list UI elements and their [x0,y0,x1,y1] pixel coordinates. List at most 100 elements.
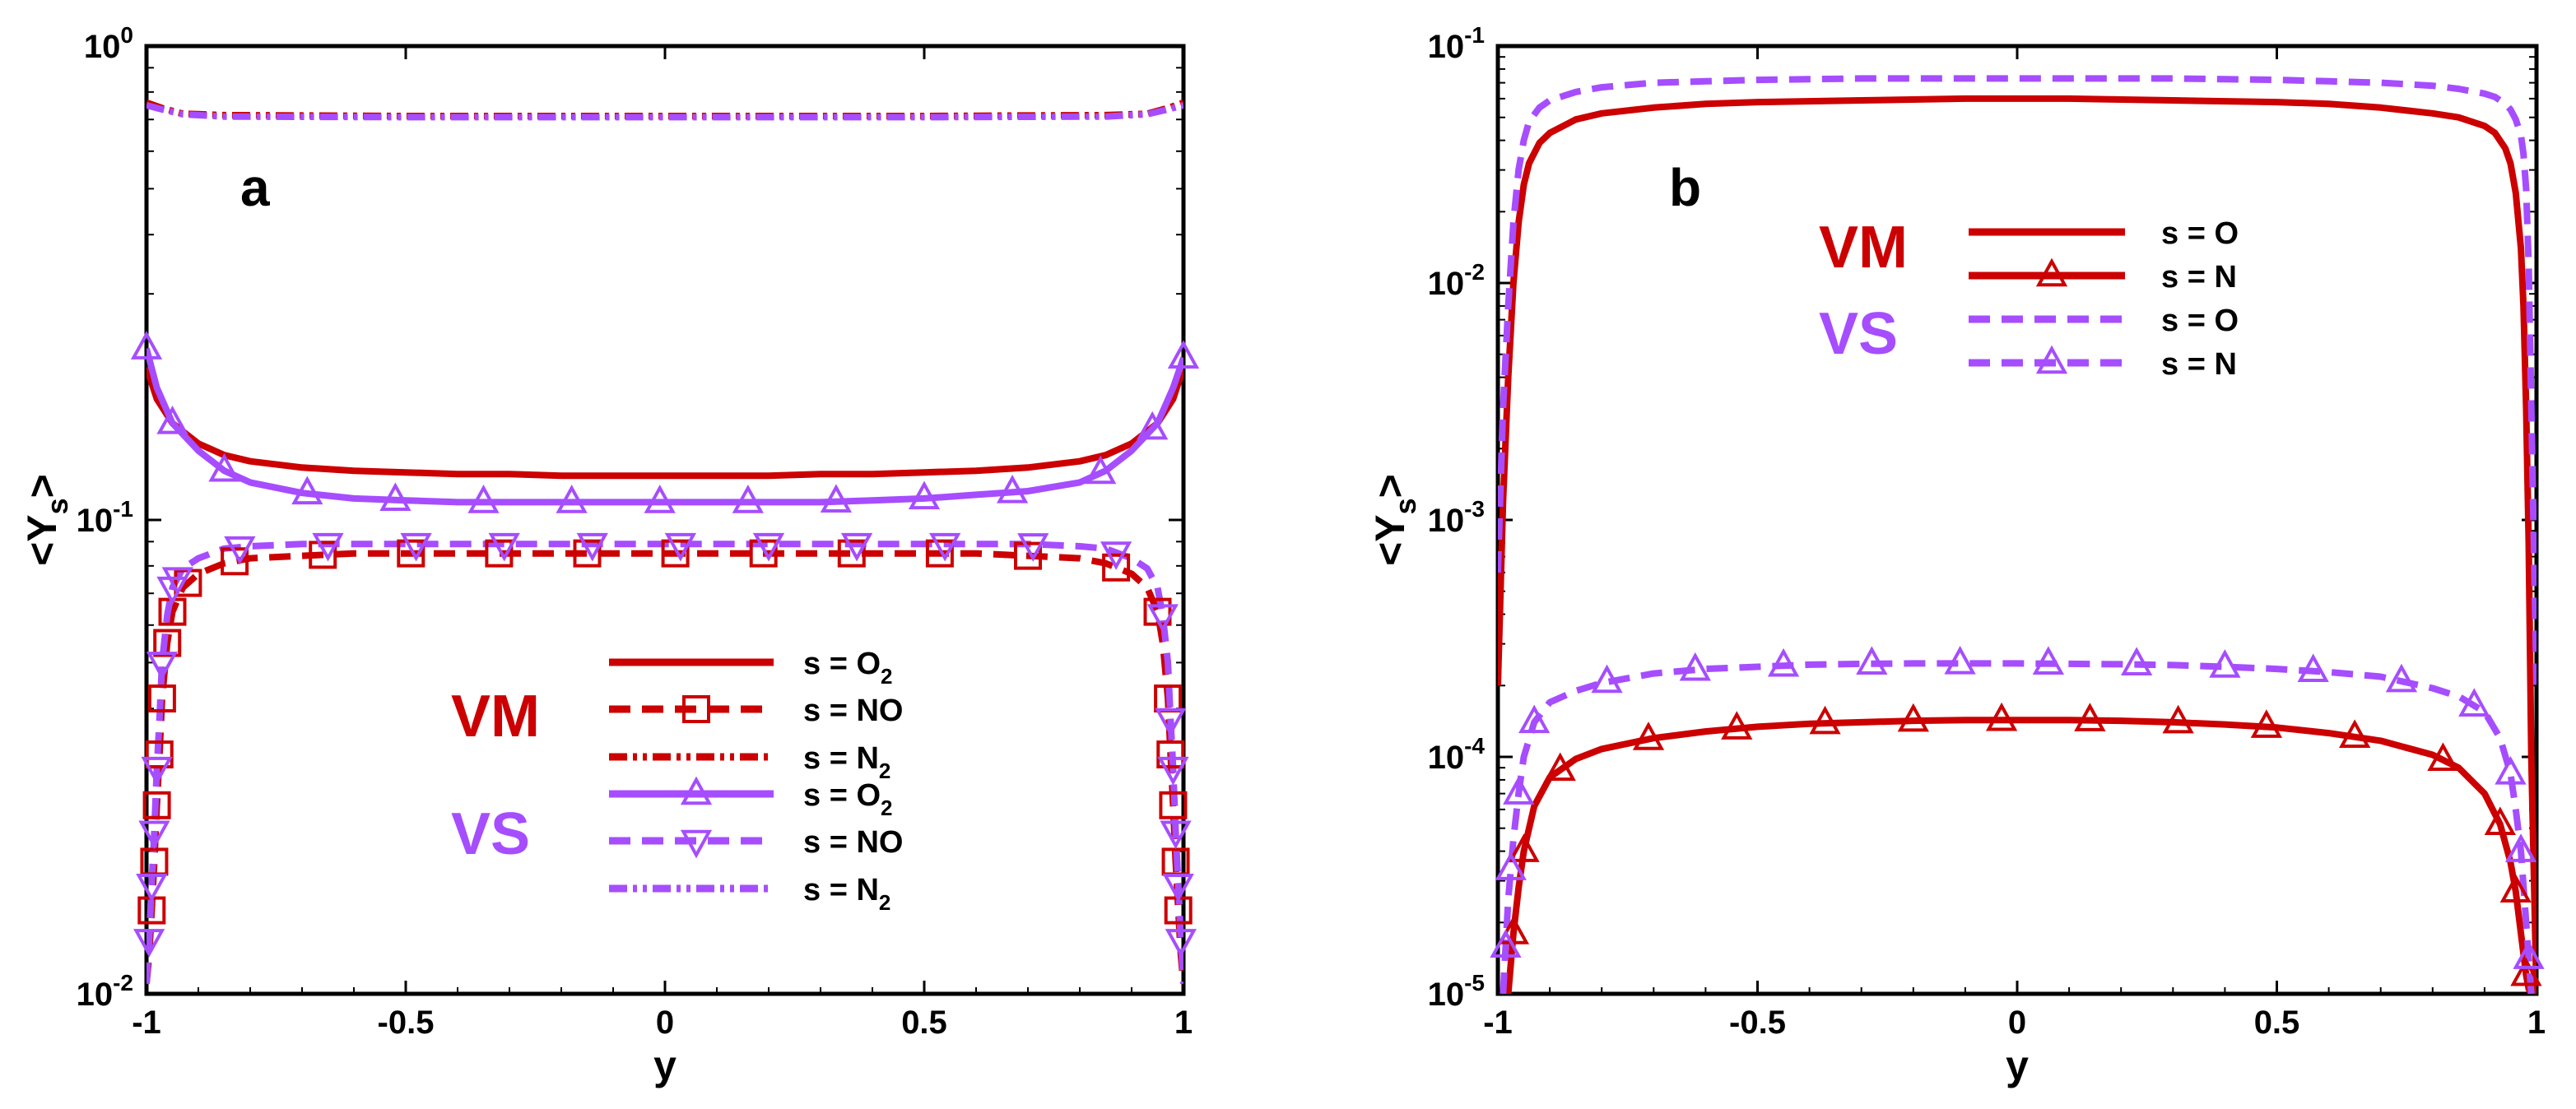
data-marker-b-1 [2162,704,2194,734]
data-marker-b-1 [1721,711,1753,740]
data-marker-b-1 [2510,957,2542,986]
data-marker-b-3 [1518,704,1551,734]
data-marker-b-3 [2209,649,2241,678]
data-marker-a-4 [133,929,165,958]
data-marker-b-1 [1632,722,1665,750]
legend-label-b-0: s = O [2161,216,2239,251]
series-line-b-vm-1 [1504,717,2535,994]
legend-group-label-vm-a: VM [451,684,540,749]
legend-marker-a-3 [680,776,713,805]
y-tick-label: 10-1 [1428,22,1485,65]
data-marker-a-4 [146,652,179,680]
data-marker-a-3 [644,485,676,513]
marker-group-a [130,331,1200,958]
data-marker-a-1 [309,541,337,569]
legend-label-a-1: s = NO [803,694,903,728]
data-marker-a-4 [138,820,170,850]
x-tick-label: 1 [2527,1005,2546,1041]
data-marker-b-1 [2250,709,2283,738]
data-marker-a-3 [820,484,853,513]
svg-text:<Ys>: <Ys> [1367,474,1422,566]
legend-label-b-2: s = O [2161,304,2239,338]
x-tick-label: 0.5 [901,1005,947,1041]
data-marker-a-1 [661,539,690,568]
data-marker-b-3 [2120,647,2153,675]
data-marker-a-4 [224,536,256,565]
data-marker-a-4 [400,532,432,562]
data-marker-a-4 [1165,929,1197,958]
legend-marker-a-1 [682,695,710,723]
svg-text:<Ys>: <Ys> [19,474,74,566]
ticks-b: -1 -0.5 0 0.5 1 10-5 10-4 10-3 10-2 10-1 [1428,22,2546,1041]
series-line-b-vs-2 [1498,75,2536,686]
legend-label-b-3: s = N [2161,347,2237,382]
series-line-a-vs-4 [146,541,1183,985]
x-tick-label: -1 [1483,1005,1513,1041]
data-marker-a-1 [485,539,514,568]
series-line-a-vs-3 [146,347,1183,506]
data-marker-b-1 [1897,703,1929,732]
data-marker-a-4 [1017,533,1049,562]
legend-a: VM VS s = O2s = NOs = N2s = O2s = NOs = … [451,647,903,915]
data-marker-a-4 [141,756,173,786]
data-marker-a-3 [467,485,500,513]
series-line-b-vm-0 [1498,95,2536,994]
data-marker-b-3 [1495,851,1527,880]
data-marker-b-3 [2495,755,2527,785]
y-axis-label-a: <Ys> [19,474,74,566]
y-tick-label: 100 [84,22,133,65]
legend-label-a-2: s = N2 [803,741,890,783]
data-marker-a-3 [908,480,941,510]
data-marker-b-3 [1591,664,1623,694]
y-axis-label-b-sub: s [1388,498,1422,514]
data-marker-b-1 [2499,874,2532,903]
data-marker-a-3 [156,406,188,434]
data-marker-a-1 [573,539,602,568]
panel-a: -1 -0.5 0 0.5 1 10-2 10-1 100 a y <Ys> VM VS s … [19,22,1200,1088]
data-marker-a-3 [208,452,240,482]
panel-label-b: b [1669,158,1701,217]
data-marker-a-4 [488,532,520,562]
marker-group-b [1490,646,2545,986]
data-marker-b-1 [2484,806,2516,836]
y-axis-label-a-main: <Y [19,514,65,566]
legend-group-label-vs-b: VS [1819,301,1898,367]
y-tick-label: 10-3 [1428,496,1485,539]
data-marker-b-3 [2513,940,2545,969]
data-marker-a-1 [397,539,425,568]
data-marker-a-4 [1160,820,1192,850]
series-line-b-vs-3 [1500,660,2535,994]
data-marker-b-3 [1490,929,1522,958]
x-tick-label: -1 [132,1005,161,1041]
data-marker-a-3 [379,482,412,511]
legend-label-b-1: s = N [2161,260,2237,295]
legend-label-a-0: s = O2 [803,647,892,689]
y-tick-label: 10-2 [77,970,133,1013]
data-marker-a-3 [556,485,588,513]
data-marker-a-3 [1085,455,1117,485]
y-tick-label: 10-4 [1428,733,1486,776]
data-marker-a-3 [996,474,1029,503]
data-marker-a-3 [732,485,764,513]
series-line-a-vs-5 [146,102,1183,121]
series-line-a-vm-1 [146,550,1183,985]
data-marker-a-4 [1162,874,1194,903]
legend-entries-a: s = O2s = NOs = N2s = O2s = NOs = N2 [609,647,903,915]
data-marker-a-4 [929,532,961,562]
data-marker-b-1 [2339,719,2371,748]
data-marker-a-1 [1014,541,1042,570]
x-tick-label: 0 [2008,1005,2026,1041]
data-marker-a-4 [1100,541,1132,570]
legend-b: VM VS s = O s = N s = O s = N [1819,215,2239,382]
data-marker-b-3 [1679,652,1711,681]
data-marker-a-4 [576,532,608,562]
y-tick-label: 10-5 [1428,970,1485,1013]
legend-group-label-vs-a: VS [451,801,530,867]
series-group-b [1498,75,2536,994]
data-marker-b-1 [1809,705,1841,735]
data-marker-a-1 [145,740,174,769]
data-marker-b-3 [1944,646,1976,675]
x-axis-label-b: y [2006,1042,2029,1088]
data-marker-b-3 [1856,646,1888,675]
